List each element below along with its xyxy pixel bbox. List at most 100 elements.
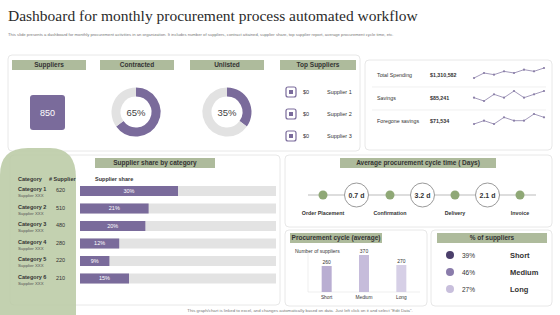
supplier-count: 220 (56, 257, 65, 263)
bar (80, 186, 178, 196)
supplier-count: 280 (56, 240, 65, 246)
top-panel (8, 55, 360, 151)
bar (322, 266, 332, 292)
duration-label: 0.7 d (349, 192, 365, 199)
bar-track (80, 221, 276, 231)
supplier-name: Supplier 2 (327, 111, 352, 117)
panel-title: Procurement cycle (average) (292, 234, 381, 242)
sparkline-point (513, 90, 515, 92)
stage-dot (319, 191, 328, 200)
bar (396, 265, 406, 292)
supplier-icon (286, 87, 296, 97)
spending-panel (365, 60, 552, 150)
spending-value: $1,310,582 (430, 72, 457, 78)
supplier-icon-dot (289, 90, 293, 94)
sparkline-point (533, 93, 535, 95)
supplier-name: Supplier 1 (327, 89, 352, 95)
subtitle: This slide presents a dashboard for mont… (8, 32, 393, 37)
panel-title: Supplier share by category (113, 159, 197, 167)
bar-label: 9% (91, 258, 99, 264)
sparkline-point (483, 100, 485, 102)
bar-track (80, 256, 276, 266)
spending-value: $85,241 (430, 95, 449, 101)
cycle-panel (285, 155, 552, 227)
donut (207, 92, 247, 132)
percent-label: Long (510, 285, 529, 294)
header-tag (12, 60, 86, 70)
duration-circle (476, 183, 500, 207)
column-label: # Supplier (49, 176, 76, 182)
column-label: Supplier share (95, 176, 133, 182)
column-label: Category (18, 176, 43, 182)
decor-shape (0, 148, 76, 315)
percent-dot (446, 268, 454, 276)
sparkline-point (493, 93, 495, 95)
proc-bars (322, 255, 407, 292)
sparkline-point (543, 116, 545, 118)
sparkline-point (483, 120, 485, 122)
percent-panel (431, 230, 552, 306)
sparkline-point (533, 70, 535, 72)
supplier-count: 480 (56, 222, 65, 228)
bar-track (80, 239, 276, 249)
dashboard: Dashboard for monthly procurement proces… (0, 0, 560, 315)
panel-title: % of suppliers (470, 234, 515, 242)
x-tick-label: Medium (355, 295, 372, 300)
supplier-count: 850 (40, 108, 55, 118)
x-tick-label: Short (321, 295, 333, 300)
sparkline (474, 91, 544, 101)
bar-track (80, 186, 276, 196)
y-label: Number of suppliers (295, 248, 340, 254)
sparkline-point (503, 97, 505, 99)
panel-title: Suppliers (34, 61, 64, 69)
duration-label: 2.1 d (480, 192, 496, 199)
stage-label: Delivery (445, 210, 466, 216)
bar (80, 221, 145, 231)
bar (359, 255, 369, 292)
category-sublabel: Supplier XXX (18, 246, 44, 251)
percent-value: 27% (462, 286, 475, 293)
percent-value: 46% (462, 269, 475, 276)
sparkline (474, 68, 544, 78)
sparkline-point (533, 113, 535, 115)
sparkline-point (523, 69, 525, 71)
row-divider (372, 87, 546, 88)
header-tag (95, 158, 215, 168)
duration-circle (411, 183, 435, 207)
procurement-panel (285, 230, 427, 306)
donut-label: 65% (126, 107, 146, 118)
footer: This graph/chart is linked to excel, and… (187, 308, 412, 313)
sparkline-point (543, 67, 545, 69)
bar-label: 21% (109, 205, 120, 211)
supplier-value: $0 (303, 89, 309, 95)
duration-label: 3.2 d (415, 192, 431, 199)
donut (116, 92, 156, 132)
header-tag (290, 233, 382, 243)
category-sublabel: Supplier XXX (18, 228, 44, 233)
donut-label: 35% (217, 107, 237, 118)
supplier-count: 210 (56, 275, 65, 281)
spending-label: Savings (377, 95, 396, 101)
sparkline-point (513, 120, 515, 122)
bar-track (80, 204, 276, 214)
sparkline-point (493, 123, 495, 125)
sparkline-point (503, 116, 505, 118)
bar-label: 15% (99, 275, 110, 281)
panel-title: Contracted (120, 61, 154, 68)
category-sublabel: Supplier XXX (18, 263, 44, 268)
category-sublabel: Supplier XXX (18, 211, 44, 216)
sparkline-point (473, 123, 475, 125)
stage-dot (451, 191, 460, 200)
spending-label: Total Spending (377, 72, 412, 78)
bar (80, 274, 129, 284)
header-tag (190, 60, 264, 70)
stage-label: Invoice (511, 210, 529, 216)
bar (80, 239, 119, 249)
bar-label: 20% (107, 223, 118, 229)
supplier-count: 620 (56, 187, 65, 193)
sparkline-point (513, 72, 515, 74)
category-label: Category 5 (18, 256, 46, 262)
sparkline-point (523, 120, 525, 122)
stage-label: Order Placement (302, 210, 345, 216)
sparkline-point (473, 77, 475, 79)
